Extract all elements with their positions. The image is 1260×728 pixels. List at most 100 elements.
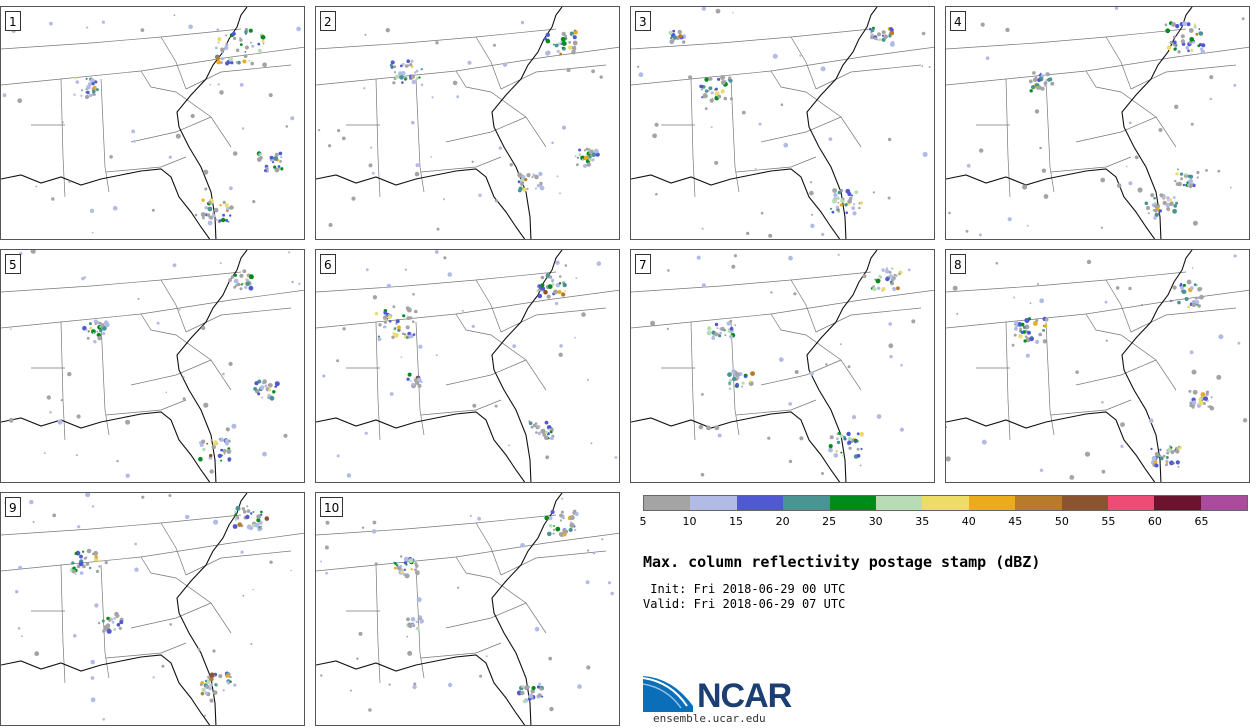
- colorbar-segment: [922, 496, 969, 510]
- storm-cell: [224, 203, 229, 208]
- echo-cell: [239, 83, 244, 87]
- echo-cell: [512, 344, 517, 349]
- storm-cell: [99, 328, 103, 333]
- storm-cell: [836, 432, 839, 435]
- storm-cell: [728, 76, 732, 80]
- storm-cell: [222, 689, 225, 692]
- colorbar-segment: [875, 496, 923, 510]
- storm-cell: [571, 50, 576, 55]
- echo-cell: [233, 683, 237, 687]
- storm-cell: [576, 156, 579, 159]
- echo-cell: [456, 95, 460, 99]
- member-number: 7: [635, 254, 651, 274]
- storm-cell: [1158, 209, 1162, 213]
- state-border: [790, 36, 817, 90]
- echo-cell: [342, 327, 346, 331]
- member-panel[interactable]: 2: [315, 6, 620, 240]
- storm-cell: [204, 206, 208, 210]
- storm-cell: [591, 158, 595, 162]
- storm-cell: [569, 515, 575, 521]
- member-panel[interactable]: 9: [0, 492, 305, 726]
- storm-cell: [1037, 78, 1041, 82]
- echo-cell: [654, 122, 659, 127]
- storm-cell: [556, 49, 560, 53]
- member-panel[interactable]: 1: [0, 6, 305, 240]
- storm-cell: [540, 275, 545, 280]
- state-border: [375, 78, 381, 198]
- storm-cell: [1154, 463, 1159, 468]
- echo-cell: [688, 75, 693, 80]
- storm-cell: [1210, 396, 1213, 399]
- storm-cell: [118, 626, 122, 630]
- storm-cell: [1013, 326, 1018, 331]
- storm-cell: [230, 275, 235, 279]
- storm-cell: [531, 685, 536, 691]
- storm-cell: [220, 47, 225, 52]
- storm-cell: [383, 310, 388, 315]
- storm-cell: [717, 94, 722, 99]
- storm-cell: [406, 316, 411, 321]
- echo-cell: [178, 308, 181, 311]
- storm-cell: [221, 217, 226, 223]
- state-border: [1045, 321, 1055, 436]
- echo-cell: [434, 250, 439, 254]
- storm-cell: [856, 447, 860, 451]
- storm-cell: [92, 332, 95, 334]
- echo-cell: [201, 325, 206, 331]
- storm-cell: [735, 372, 740, 377]
- storm-cell: [1154, 204, 1159, 209]
- echo-cell: [268, 93, 273, 98]
- storm-cell: [419, 618, 424, 624]
- storm-cell: [835, 208, 838, 211]
- member-panel[interactable]: 4: [945, 6, 1250, 240]
- storm-cell: [225, 42, 228, 46]
- storm-cell: [215, 56, 220, 61]
- storm-cell: [1028, 79, 1033, 84]
- storm-cell: [718, 334, 722, 338]
- storm-cell: [544, 430, 549, 435]
- echo-cell: [320, 560, 323, 563]
- member-panel[interactable]: 6: [315, 249, 620, 483]
- echo-cell: [86, 26, 89, 29]
- storm-cell: [1200, 49, 1205, 54]
- echo-cell: [225, 427, 230, 432]
- storm-cell: [544, 435, 549, 441]
- storm-cell: [378, 323, 382, 327]
- storm-cell: [239, 273, 244, 278]
- state-border: [1005, 321, 1011, 441]
- storm-cell: [95, 88, 99, 92]
- storm-cell: [549, 430, 553, 434]
- echo-cell: [985, 56, 990, 60]
- echo-cell: [596, 261, 602, 266]
- member-panel[interactable]: 3: [630, 6, 935, 240]
- echo-cell: [946, 456, 951, 462]
- echo-cell: [212, 649, 216, 653]
- storm-cell: [562, 528, 568, 534]
- member-panel[interactable]: 7: [630, 249, 935, 483]
- echo-cell: [638, 72, 644, 78]
- state-border: [105, 156, 187, 173]
- storm-cell: [583, 163, 587, 168]
- echo-cell: [84, 94, 90, 100]
- storm-cell: [401, 81, 404, 84]
- storm-cell: [233, 278, 239, 284]
- storm-cell: [839, 434, 844, 438]
- member-panel[interactable]: 10: [315, 492, 620, 726]
- echo-cell: [400, 356, 403, 358]
- echo-cell: [203, 169, 209, 175]
- storm-cell: [734, 370, 737, 373]
- echo-cell: [1205, 169, 1208, 172]
- storm-cell: [94, 555, 98, 559]
- echo-cell: [336, 454, 340, 458]
- storm-cell: [717, 77, 721, 81]
- echo-cell: [209, 469, 214, 474]
- storm-cell: [520, 690, 525, 696]
- state-border: [185, 68, 252, 90]
- member-panel[interactable]: 5: [0, 249, 305, 483]
- echo-cell: [732, 12, 734, 14]
- storm-cell: [262, 379, 268, 384]
- storm-cell: [235, 48, 240, 53]
- member-panel[interactable]: 8: [945, 249, 1250, 483]
- echo-cell: [214, 46, 218, 50]
- storm-cell: [1196, 176, 1199, 179]
